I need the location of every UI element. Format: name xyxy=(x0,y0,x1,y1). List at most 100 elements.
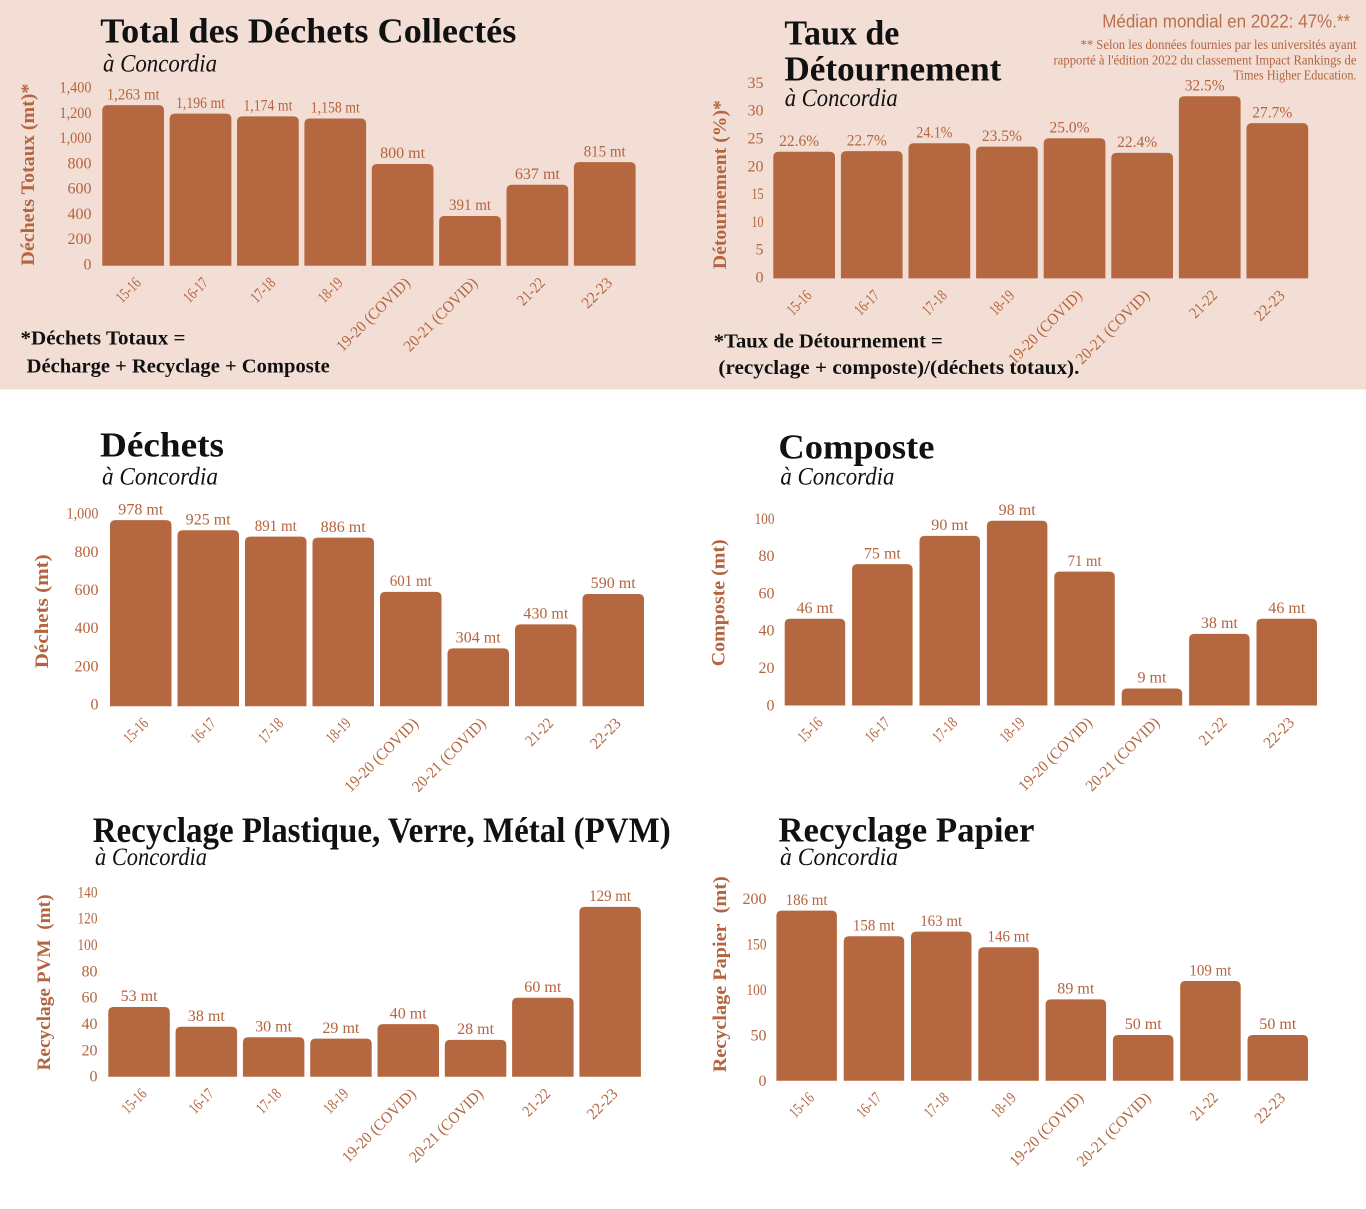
svg-text:28 mt: 28 mt xyxy=(457,1021,495,1038)
svg-text:15-16: 15-16 xyxy=(119,1086,151,1118)
svg-text:Recyclage PVM (mt): Recyclage PVM (mt) xyxy=(34,895,55,1071)
svg-text:40: 40 xyxy=(82,1016,98,1033)
svg-text:18-19: 18-19 xyxy=(323,715,355,747)
svg-text:Détournement (%)*: Détournement (%)* xyxy=(710,100,731,269)
svg-text:1,196 mt: 1,196 mt xyxy=(176,95,225,112)
svg-text:0: 0 xyxy=(90,1069,98,1086)
svg-text:100: 100 xyxy=(747,982,767,999)
svg-text:Times Higher Education.: Times Higher Education. xyxy=(1234,69,1357,84)
svg-text:0: 0 xyxy=(767,697,775,714)
svg-text:17-18: 17-18 xyxy=(253,1086,285,1118)
svg-text:637 mt: 637 mt xyxy=(515,166,561,183)
svg-text:Total des Déchets Collectés: Total des Déchets Collectés xyxy=(100,11,516,50)
svg-text:50 mt: 50 mt xyxy=(1259,1016,1297,1033)
svg-text:à Concordia: à Concordia xyxy=(780,463,894,490)
svg-text:22-23: 22-23 xyxy=(1261,714,1298,751)
svg-text:22.6%: 22.6% xyxy=(779,133,819,150)
svg-text:30: 30 xyxy=(748,103,764,120)
svg-text:** Selon les données fournies: ** Selon les données fournies par les un… xyxy=(1081,38,1357,53)
svg-text:35: 35 xyxy=(748,75,764,92)
svg-text:129 mt: 129 mt xyxy=(589,888,632,905)
svg-text:50 mt: 50 mt xyxy=(1125,1016,1163,1033)
svg-text:à Concordia: à Concordia xyxy=(780,844,898,871)
svg-text:à Concordia: à Concordia xyxy=(785,85,898,112)
svg-text:17-18: 17-18 xyxy=(921,1090,953,1122)
svg-text:16-17: 16-17 xyxy=(853,1090,885,1122)
svg-text:16-17: 16-17 xyxy=(862,714,894,746)
svg-text:886 mt: 886 mt xyxy=(321,519,367,536)
svg-text:891 mt: 891 mt xyxy=(255,518,298,535)
svg-text:800 mt: 800 mt xyxy=(380,145,426,162)
svg-text:17-18: 17-18 xyxy=(929,714,961,746)
svg-text:186 mt: 186 mt xyxy=(786,892,829,909)
svg-text:à Concordia: à Concordia xyxy=(95,844,207,871)
svg-text:Médian mondial en 2022: 47%.**: Médian mondial en 2022: 47%.** xyxy=(1102,12,1350,32)
svg-text:1,174 mt: 1,174 mt xyxy=(243,98,292,115)
svg-text:391 mt: 391 mt xyxy=(449,197,492,214)
svg-text:71 mt: 71 mt xyxy=(1068,553,1103,570)
svg-text:1,400: 1,400 xyxy=(60,80,92,97)
svg-text:5: 5 xyxy=(756,242,764,259)
svg-text:18-19: 18-19 xyxy=(997,714,1029,746)
svg-text:22-23: 22-23 xyxy=(587,715,624,752)
svg-text:600: 600 xyxy=(68,181,92,198)
svg-text:22.4%: 22.4% xyxy=(1117,134,1157,151)
svg-text:rapporté à l'édition 2022 du c: rapporté à l'édition 2022 du classement … xyxy=(1054,54,1357,69)
svg-text:Composte: Composte xyxy=(778,427,934,466)
svg-text:80: 80 xyxy=(82,963,98,980)
svg-text:1,000: 1,000 xyxy=(67,506,99,523)
svg-text:600: 600 xyxy=(75,582,99,599)
svg-text:53 mt: 53 mt xyxy=(121,988,159,1005)
svg-text:978 mt: 978 mt xyxy=(118,501,164,518)
svg-text:25: 25 xyxy=(748,131,764,148)
svg-text:109 mt: 109 mt xyxy=(1189,962,1232,979)
svg-text:15-16: 15-16 xyxy=(786,1090,818,1122)
svg-text:22.7%: 22.7% xyxy=(847,132,887,149)
svg-text:150: 150 xyxy=(747,936,767,953)
svg-text:18-19: 18-19 xyxy=(988,1090,1020,1122)
svg-text:38 mt: 38 mt xyxy=(1201,615,1239,632)
svg-text:60: 60 xyxy=(82,990,98,1007)
svg-text:17-18: 17-18 xyxy=(255,715,287,747)
svg-text:430 mt: 430 mt xyxy=(523,606,569,623)
svg-text:15-16: 15-16 xyxy=(795,714,827,746)
svg-text:590 mt: 590 mt xyxy=(591,575,637,592)
svg-text:304 mt: 304 mt xyxy=(456,630,502,647)
svg-text:21-22: 21-22 xyxy=(1187,1090,1222,1125)
svg-text:20: 20 xyxy=(759,660,775,677)
svg-text:Recyclage Papier: Recyclage Papier xyxy=(778,811,1034,850)
svg-text:0: 0 xyxy=(84,257,92,274)
svg-text:*Déchets Totaux =: *Déchets Totaux = xyxy=(21,328,186,350)
svg-text:90 mt: 90 mt xyxy=(931,517,969,534)
svg-text:20: 20 xyxy=(748,158,764,175)
svg-text:21-22: 21-22 xyxy=(519,1086,554,1121)
svg-text:925 mt: 925 mt xyxy=(186,511,232,528)
svg-text:à Concordia: à Concordia xyxy=(103,51,217,78)
svg-text:Composte (mt): Composte (mt) xyxy=(709,539,730,666)
svg-text:Taux de: Taux de xyxy=(784,13,899,52)
svg-text:32.5%: 32.5% xyxy=(1185,77,1225,94)
svg-text:23.5%: 23.5% xyxy=(982,128,1022,145)
svg-text:16-17: 16-17 xyxy=(188,715,220,747)
svg-text:98 mt: 98 mt xyxy=(999,502,1037,519)
svg-text:0: 0 xyxy=(756,270,764,287)
svg-text:40: 40 xyxy=(759,623,775,640)
svg-text:Détournement: Détournement xyxy=(784,49,1001,88)
svg-text:15: 15 xyxy=(752,186,764,203)
svg-text:Déchets: Déchets xyxy=(100,426,224,465)
svg-text:à Concordia: à Concordia xyxy=(102,463,218,490)
svg-text:25.0%: 25.0% xyxy=(1050,119,1090,136)
svg-text:30 mt: 30 mt xyxy=(255,1019,293,1036)
svg-text:200: 200 xyxy=(68,231,92,248)
svg-text:Déchets (mt): Déchets (mt) xyxy=(32,554,53,668)
svg-text:10: 10 xyxy=(752,214,764,231)
svg-text:16-17: 16-17 xyxy=(186,1086,218,1118)
svg-text:400: 400 xyxy=(68,206,92,223)
svg-text:60: 60 xyxy=(759,585,775,602)
svg-text:800: 800 xyxy=(68,156,92,173)
svg-text:60 mt: 60 mt xyxy=(524,979,562,996)
svg-text:*Taux de Détournement =: *Taux de Détournement = xyxy=(714,331,943,353)
svg-text:601 mt: 601 mt xyxy=(390,573,433,590)
svg-text:0: 0 xyxy=(759,1073,767,1090)
svg-text:22-23: 22-23 xyxy=(1252,1090,1289,1127)
